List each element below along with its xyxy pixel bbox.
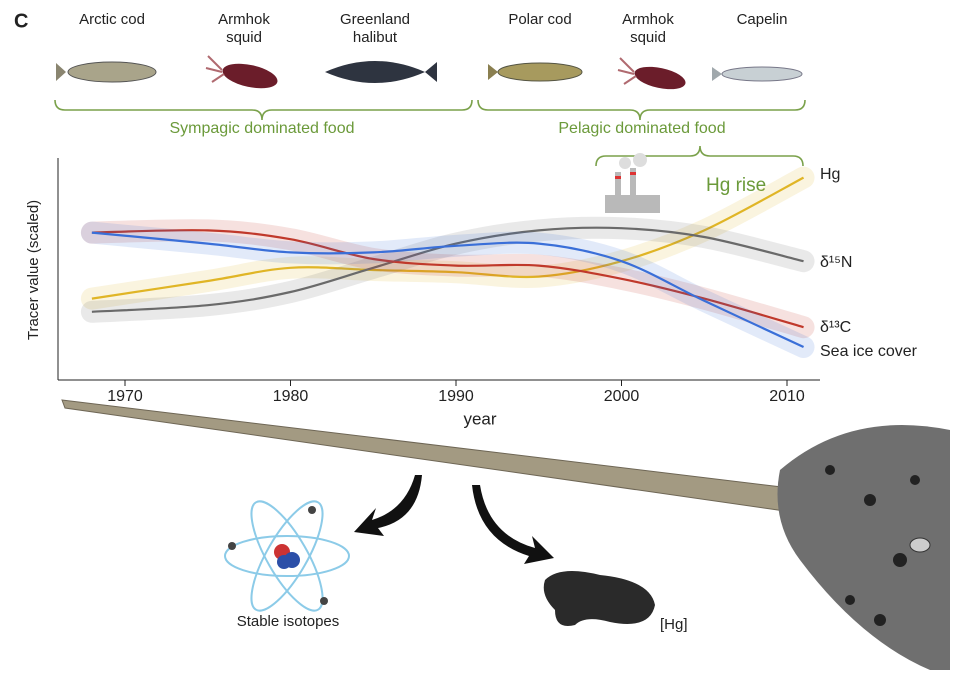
x-axis-label: year: [463, 409, 496, 428]
annotation: Hg rise: [706, 175, 766, 196]
atom-icon: [224, 500, 350, 612]
series-label: δ¹³C: [820, 319, 851, 336]
illustration-label: [Hg]: [660, 616, 688, 633]
species-label: halibut: [353, 29, 398, 46]
species-label: Capelin: [737, 11, 788, 28]
mercury-blob: [543, 571, 655, 626]
x-tick-label: 2010: [769, 388, 805, 405]
x-tick-label: 1990: [438, 388, 474, 405]
species-label: Armhok: [218, 11, 270, 28]
factory-icon: [605, 153, 660, 213]
species-label: Arctic cod: [79, 11, 145, 28]
species-label: squid: [226, 29, 262, 46]
group-label: Sympagic dominated food: [170, 120, 355, 137]
series-label: Sea ice cover: [820, 343, 918, 360]
series-line: [91, 226, 804, 313]
x-tick-label: 1970: [107, 388, 143, 405]
braces: [54, 99, 806, 167]
species-label: Greenland: [340, 11, 410, 28]
species-illustrations: [56, 55, 803, 90]
arrows: [354, 475, 554, 564]
species-label: Polar cod: [508, 11, 571, 28]
series-line: [91, 229, 804, 329]
y-axis-label: Tracer value (scaled): [25, 200, 42, 340]
series-label: Hg: [820, 166, 840, 183]
x-tick-label: 2000: [604, 388, 640, 405]
series-label: δ¹⁵N: [820, 254, 852, 271]
series-line: [91, 176, 805, 300]
species-label: squid: [630, 29, 666, 46]
group-label: Pelagic dominated food: [558, 120, 725, 137]
species-label: Armhok: [622, 11, 674, 28]
panel-label: C: [14, 10, 28, 32]
illustration-label: Stable isotopes: [237, 613, 340, 630]
narwhal-illustration: [61, 399, 950, 670]
series-line: [91, 231, 805, 348]
x-tick-label: 1980: [273, 388, 309, 405]
